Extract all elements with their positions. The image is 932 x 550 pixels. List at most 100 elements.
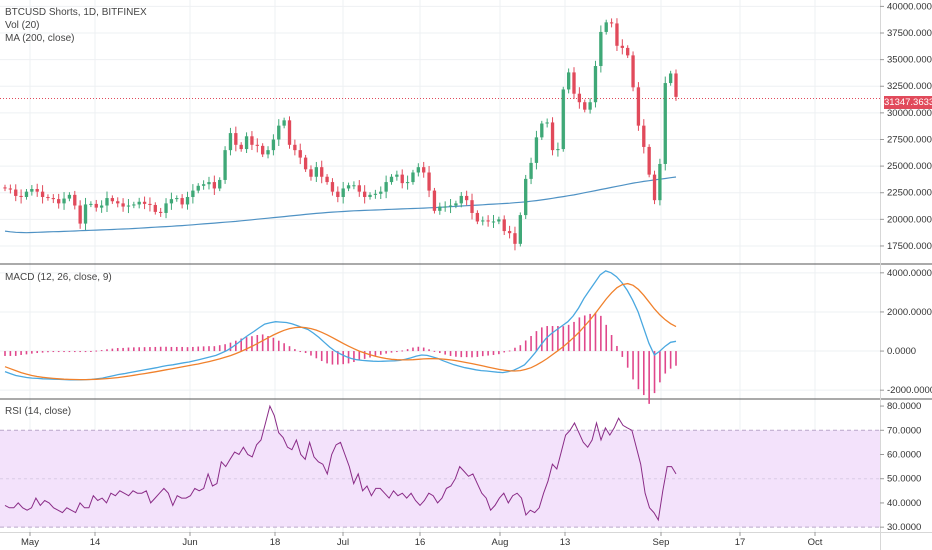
price-tick-label: 32500.0000 — [887, 81, 932, 92]
rsi-legend[interactable]: RSI (14, close) — [5, 406, 72, 417]
macd-histogram-bar — [304, 351, 307, 354]
macd-histogram-bar — [567, 324, 570, 352]
candle-body — [642, 125, 646, 147]
macd-histogram-bar — [471, 351, 473, 358]
macd-histogram-bar — [417, 346, 420, 352]
macd-histogram-bar — [342, 351, 344, 365]
symbol-title[interactable]: BTCUSD Shorts, 1D, BITFINEX — [5, 7, 147, 18]
candle-body — [148, 203, 152, 205]
macd-histogram-bar — [439, 351, 441, 354]
macd-histogram-bar — [186, 347, 189, 352]
candle-body — [62, 198, 66, 204]
macd-histogram-bar — [261, 334, 264, 352]
candle-body — [362, 191, 367, 197]
macd-histogram-bar — [508, 350, 511, 352]
rsi-tick-label: 60.0000 — [887, 449, 921, 460]
macd-histogram-bar — [68, 351, 71, 353]
macd-histogram-bar — [170, 346, 173, 352]
candle-body — [454, 203, 458, 206]
candle-body — [99, 205, 104, 208]
candle-body — [314, 167, 319, 177]
candle-body — [228, 133, 233, 151]
macd-histogram-bar — [288, 346, 291, 352]
macd-histogram-bar — [235, 340, 237, 352]
time-tick-label: 16 — [415, 537, 426, 548]
candle-body — [373, 193, 378, 195]
price-tick-label: 35000.0000 — [887, 55, 932, 66]
macd-histogram-bar — [315, 351, 318, 359]
candle-body — [244, 136, 249, 150]
macd-histogram-bar — [154, 346, 157, 352]
macd-histogram-bar — [455, 351, 457, 357]
macd-legend[interactable]: MACD (12, 26, close, 9) — [5, 272, 112, 283]
candle-body — [126, 205, 131, 207]
candle-body — [668, 73, 673, 84]
macd-histogram-bar — [14, 351, 17, 356]
candle-body — [287, 120, 292, 145]
candle-body — [46, 196, 50, 199]
macd-histogram-bar — [326, 351, 328, 364]
candle-body — [14, 189, 18, 196]
time-tick-label: Jul — [337, 537, 349, 548]
candle-body — [513, 233, 517, 244]
volume-indicator-label[interactable]: Vol (20) — [5, 20, 40, 31]
macd-tick-label: 0.0000 — [887, 346, 916, 357]
candle-body — [250, 136, 254, 145]
candle-body — [481, 220, 485, 222]
candle-body — [207, 182, 211, 185]
macd-histogram-bar — [605, 324, 608, 352]
candle-body — [631, 55, 635, 88]
time-tick-label: 13 — [560, 537, 571, 548]
macd-histogram-bar — [422, 347, 425, 352]
candle-body — [175, 198, 179, 200]
candle-body — [260, 145, 265, 155]
candle-body — [271, 139, 276, 151]
macd-histogram-bar — [444, 351, 446, 355]
macd-histogram-bar — [610, 335, 613, 352]
macd-histogram-bar — [557, 326, 559, 352]
candle-body — [470, 200, 474, 213]
macd-histogram-bar — [498, 351, 500, 355]
candle-body — [674, 73, 678, 97]
candle-body — [8, 188, 13, 190]
macd-histogram-bar — [283, 343, 285, 352]
price-tick-label: 30000.0000 — [887, 108, 932, 119]
macd-histogram-bar — [337, 351, 339, 365]
macd-histogram-bar — [111, 348, 114, 352]
candle-body — [561, 89, 565, 150]
candle-body — [330, 182, 335, 192]
candle-body — [529, 162, 533, 179]
moving-average-label[interactable]: MA (200, close) — [5, 33, 75, 44]
macd-histogram-bar — [401, 350, 404, 352]
macd-histogram-bar — [47, 351, 49, 353]
macd-histogram-bar — [541, 327, 543, 352]
macd-tick-label: 2000.0000 — [887, 307, 932, 318]
candle-body — [185, 196, 190, 205]
macd-histogram-bar — [664, 351, 667, 374]
macd-histogram-bar — [299, 351, 302, 353]
macd-histogram-bar — [320, 351, 323, 362]
macd-histogram-bar — [20, 351, 22, 355]
macd-histogram-bar — [551, 326, 554, 352]
macd-histogram-bar — [406, 349, 409, 352]
candle-body — [40, 191, 45, 197]
macd-histogram-bar — [133, 347, 135, 352]
macd-histogram-bar — [84, 351, 87, 353]
macd-histogram-bar — [218, 345, 221, 352]
candle-body — [164, 203, 168, 213]
macd-histogram-bar — [52, 351, 55, 353]
candle-body — [411, 172, 415, 183]
candle-body — [94, 203, 98, 208]
macd-histogram-bar — [294, 349, 296, 352]
macd-tick-label: -2000.0000 — [887, 385, 932, 396]
macd-histogram-bar — [165, 346, 167, 352]
macd-histogram-bar — [79, 351, 81, 353]
candle-body — [486, 220, 490, 222]
candle-body — [497, 219, 501, 222]
macd-tick-label: 4000.0000 — [887, 268, 932, 279]
price-tick-label: 40000.0000 — [887, 1, 932, 12]
candle-body — [540, 123, 544, 138]
macd-histogram-bar — [9, 351, 12, 356]
rsi-tick-label: 80.0000 — [887, 401, 921, 412]
